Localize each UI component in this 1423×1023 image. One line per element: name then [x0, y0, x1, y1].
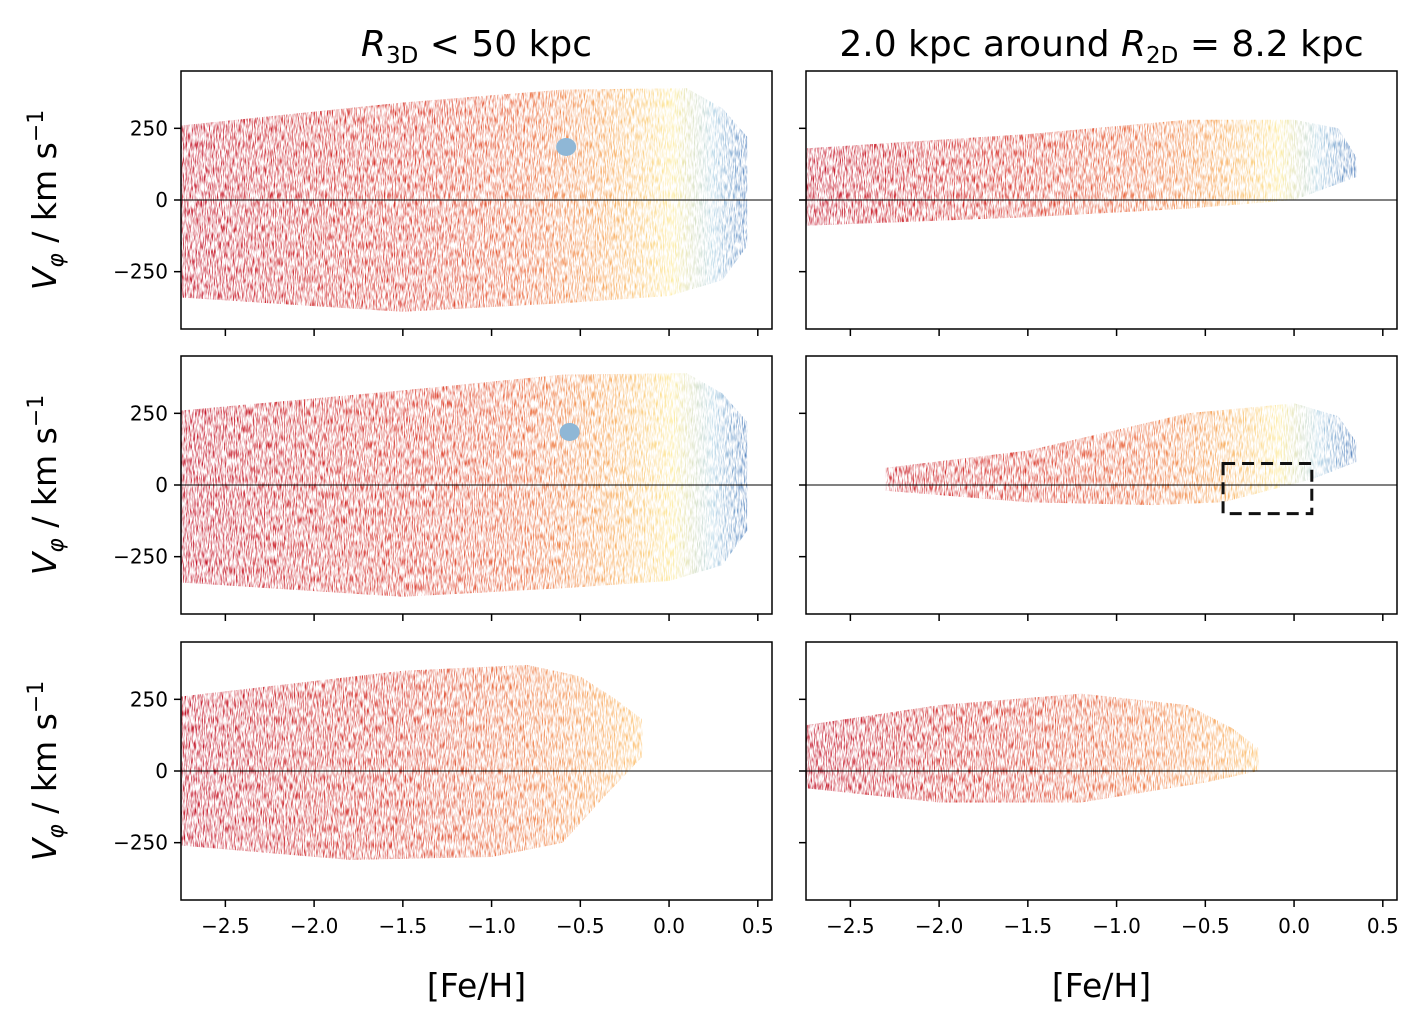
x-axis-label: [Fe/H]: [427, 966, 526, 1005]
panel-row1-left: 250 0 −250 Vφ / km s−1: [24, 70, 773, 336]
density-cloud: [806, 119, 1357, 226]
x-tick-label: −2.5: [826, 914, 875, 938]
x-tick-label: 0.0: [1278, 914, 1310, 938]
column-title-2: 2.0 kpc around R2D = 8.2 kpc: [839, 24, 1363, 69]
panel-row3-left: −2.5 −2.0 −1.5 −1.0 −0.5 0.0 0.5 250 0 −250 Vφ / k…: [24, 641, 774, 1005]
x-tick-label: 0.5: [742, 914, 774, 938]
y-tick-label: 0: [155, 188, 168, 212]
selection-box: [1221, 462, 1314, 516]
y-axis-label: Vφ / km s−1: [24, 110, 69, 291]
x-tick-label: −1.0: [1092, 914, 1141, 938]
x-tick-label: 0.5: [1367, 914, 1399, 938]
y-tick-label: 0: [155, 473, 168, 497]
x-tick-label: −1.5: [1004, 914, 1053, 938]
density-blob: [559, 422, 580, 441]
x-axis-label: [Fe/H]: [1052, 966, 1151, 1005]
y-tick-label: 250: [130, 116, 168, 140]
panel-row1-right: [799, 70, 1398, 336]
x-tick-label: −2.5: [201, 914, 250, 938]
x-tick-label: −0.5: [1181, 914, 1230, 938]
column-title-1: R3D < 50 kpc: [361, 24, 592, 69]
y-tick-label: −250: [113, 260, 168, 284]
x-tick-label: −0.5: [556, 914, 605, 938]
density-cloud: [181, 664, 643, 860]
y-tick-label: 250: [130, 687, 168, 711]
x-tick-label: −2.0: [915, 914, 964, 938]
y-tick-label: −250: [113, 545, 168, 569]
panel-row3-right: −2.5 −2.0 −1.5 −1.0 −0.5 0.0 0.5 [Fe/H]: [799, 641, 1399, 1005]
density-blob: [556, 137, 577, 156]
density-cloud: [806, 693, 1259, 803]
x-tick-label: −1.5: [379, 914, 428, 938]
panel-row2-left: 250 0 −250 Vφ / km s−1: [24, 355, 773, 621]
x-tick-label: 0.0: [653, 914, 685, 938]
x-tick-label: −1.0: [467, 914, 516, 938]
y-axis-label: Vφ / km s−1: [24, 395, 69, 576]
y-tick-label: 250: [130, 401, 168, 425]
y-axis-label: Vφ / km s−1: [24, 681, 69, 862]
x-tick-label: −2.0: [290, 914, 339, 938]
y-tick-label: 0: [155, 759, 168, 783]
panel-row2-right: [799, 355, 1398, 621]
density-cloud: [885, 403, 1357, 506]
y-tick-label: −250: [113, 831, 168, 855]
